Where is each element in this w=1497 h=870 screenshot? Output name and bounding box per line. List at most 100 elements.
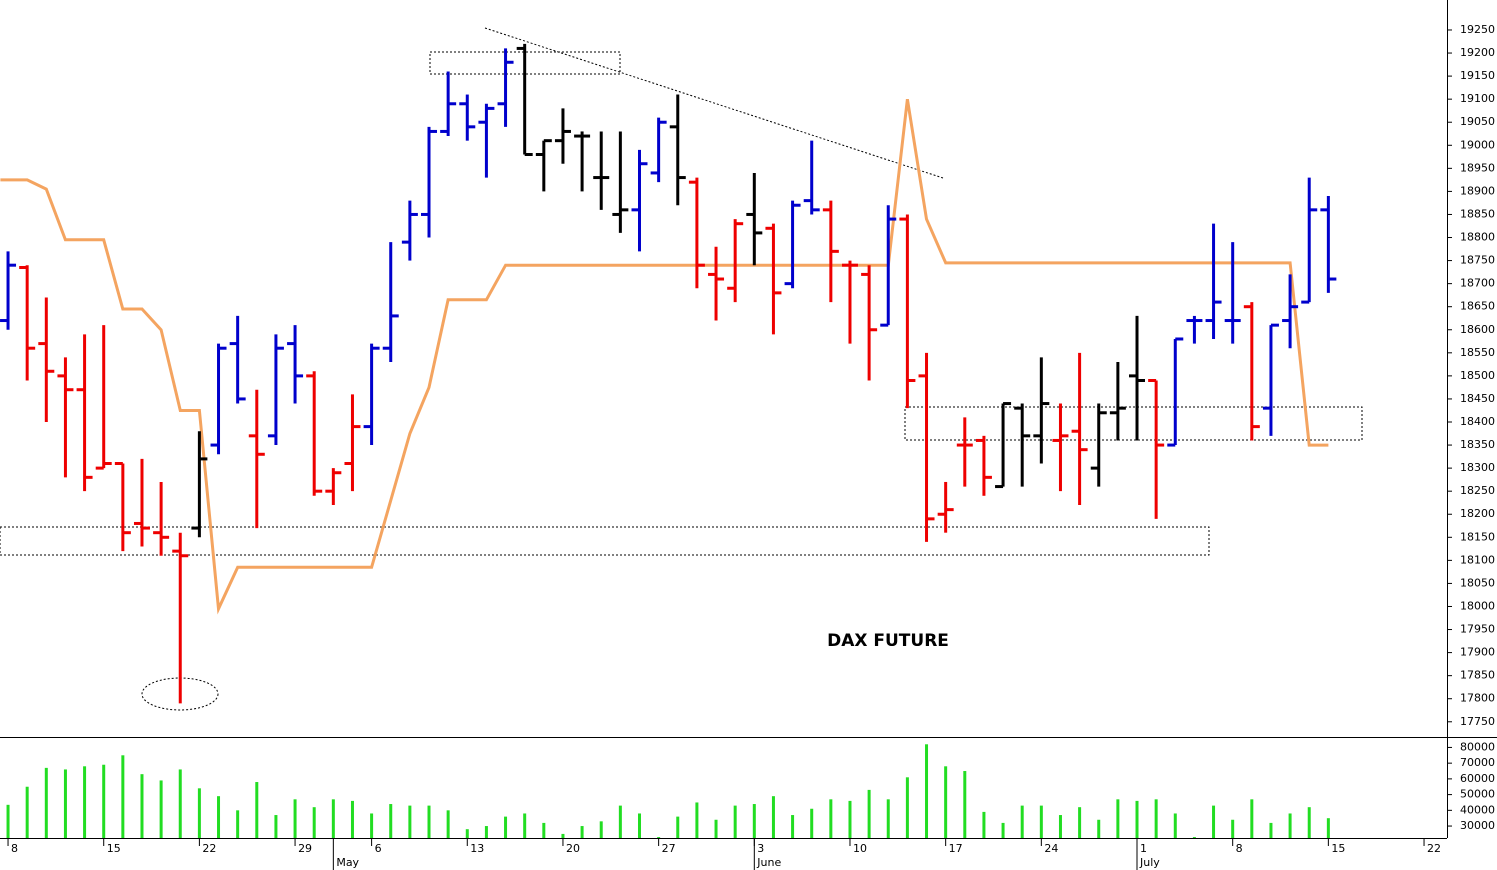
volume-bar [1154, 799, 1158, 838]
y-tick-label: 18200 [1460, 507, 1495, 520]
volume-bar [484, 826, 488, 838]
volume-bar [1001, 822, 1005, 838]
y-tick-label: 17950 [1460, 623, 1495, 636]
y-tick-label: 17800 [1460, 692, 1495, 705]
volume-bar [465, 829, 469, 838]
y-tick-label: 50000 [1460, 788, 1495, 801]
volume-bar [944, 766, 948, 838]
y-tick-label: 18100 [1460, 553, 1495, 566]
volume-bar [350, 800, 354, 838]
volume-bar [867, 789, 871, 838]
x-tick-label: 15 [1331, 842, 1345, 855]
volume-bar [217, 796, 221, 838]
volume-bar [83, 766, 87, 838]
y-tick-label: 18600 [1460, 323, 1495, 336]
y-tick-label: 17750 [1460, 715, 1495, 728]
volume-bar [1192, 837, 1196, 838]
volume-bar [1307, 807, 1311, 838]
volume-bar [1116, 799, 1120, 838]
y-tick-label: 18150 [1460, 530, 1495, 543]
volume-bar [676, 816, 680, 838]
month-label: June [756, 856, 781, 869]
y-tick-label: 60000 [1460, 772, 1495, 785]
volume-bar [44, 767, 48, 838]
volume-bar [293, 799, 297, 838]
x-tick-label: 3 [757, 842, 764, 855]
volume-bar [561, 833, 565, 838]
volume-bar [791, 815, 795, 838]
y-tick-label: 18300 [1460, 461, 1495, 474]
volume-bar [733, 805, 737, 838]
y-tick-label: 18500 [1460, 369, 1495, 382]
volume-bar [1250, 799, 1254, 838]
volume-bar [389, 804, 393, 838]
volume-bar [1058, 815, 1062, 838]
volume-bar [159, 780, 163, 838]
volume-bar [810, 808, 814, 838]
volume-bar [905, 777, 909, 838]
y-tick-label: 19200 [1460, 46, 1495, 59]
volume-bar [771, 796, 775, 838]
volume-bar [102, 764, 106, 838]
volume-bar [886, 799, 890, 838]
volume-bar [657, 837, 661, 838]
volume-bar [714, 819, 718, 838]
volume-bar [121, 755, 125, 838]
resistance-box [429, 51, 621, 75]
volume-bar [982, 811, 986, 838]
volume-bar [695, 802, 699, 838]
y-tick-label: 19000 [1460, 138, 1495, 151]
volume-bar [1020, 805, 1024, 838]
volume-bar [331, 799, 335, 838]
volume-bar [1288, 813, 1292, 838]
x-tick-label: 22 [1427, 842, 1441, 855]
y-tick-label: 19250 [1460, 23, 1495, 36]
range-box [904, 406, 1363, 441]
y-tick-label: 40000 [1460, 803, 1495, 816]
volume-bar [637, 813, 641, 838]
line [0, 98, 1329, 615]
volume-bar [1173, 813, 1177, 838]
volume-bar [542, 822, 546, 838]
y-tick-label: 18700 [1460, 277, 1495, 290]
volume-bar [255, 782, 259, 838]
volume-bar [829, 799, 833, 838]
support-box [0, 526, 1210, 556]
volume-bar [6, 804, 10, 838]
volume-bar [274, 815, 278, 838]
volume-bar [752, 804, 756, 838]
y-tick-label: 18450 [1460, 392, 1495, 405]
y-tick-label: 18000 [1460, 599, 1495, 612]
volume-bar [848, 800, 852, 838]
volume-bar [1039, 805, 1043, 838]
trend-line [484, 27, 944, 179]
volume-bar [427, 805, 431, 838]
volume-bar [1097, 819, 1101, 838]
x-tick-label: 8 [1236, 842, 1243, 855]
x-tick-label: 20 [566, 842, 580, 855]
volume-bar [370, 813, 374, 838]
y-tick-label: 18350 [1460, 438, 1495, 451]
volume-bar [312, 807, 316, 838]
y-tick-label: 18750 [1460, 254, 1495, 267]
x-tick-label: 24 [1044, 842, 1058, 855]
x-tick-label: 17 [949, 842, 963, 855]
y-tick-label: 17850 [1460, 669, 1495, 682]
y-tick-label: 18850 [1460, 207, 1495, 220]
x-tick-label: 29 [298, 842, 312, 855]
y-tick-label: 18050 [1460, 576, 1495, 589]
volume-bar [236, 810, 240, 838]
volume-bar [178, 769, 182, 838]
volume-bar [1326, 818, 1330, 838]
x-tick-label: 22 [202, 842, 216, 855]
y-tick-label: 19150 [1460, 69, 1495, 82]
volume-bar [1135, 800, 1139, 838]
volume-bar [1231, 819, 1235, 838]
x-tick-label: 13 [470, 842, 484, 855]
volume-bar [197, 788, 201, 838]
volume-bar [925, 744, 929, 838]
volume-bar [1269, 822, 1273, 838]
y-tick-label: 30000 [1460, 819, 1495, 832]
y-tick-label: 18900 [1460, 184, 1495, 197]
volume-bar [618, 805, 622, 838]
